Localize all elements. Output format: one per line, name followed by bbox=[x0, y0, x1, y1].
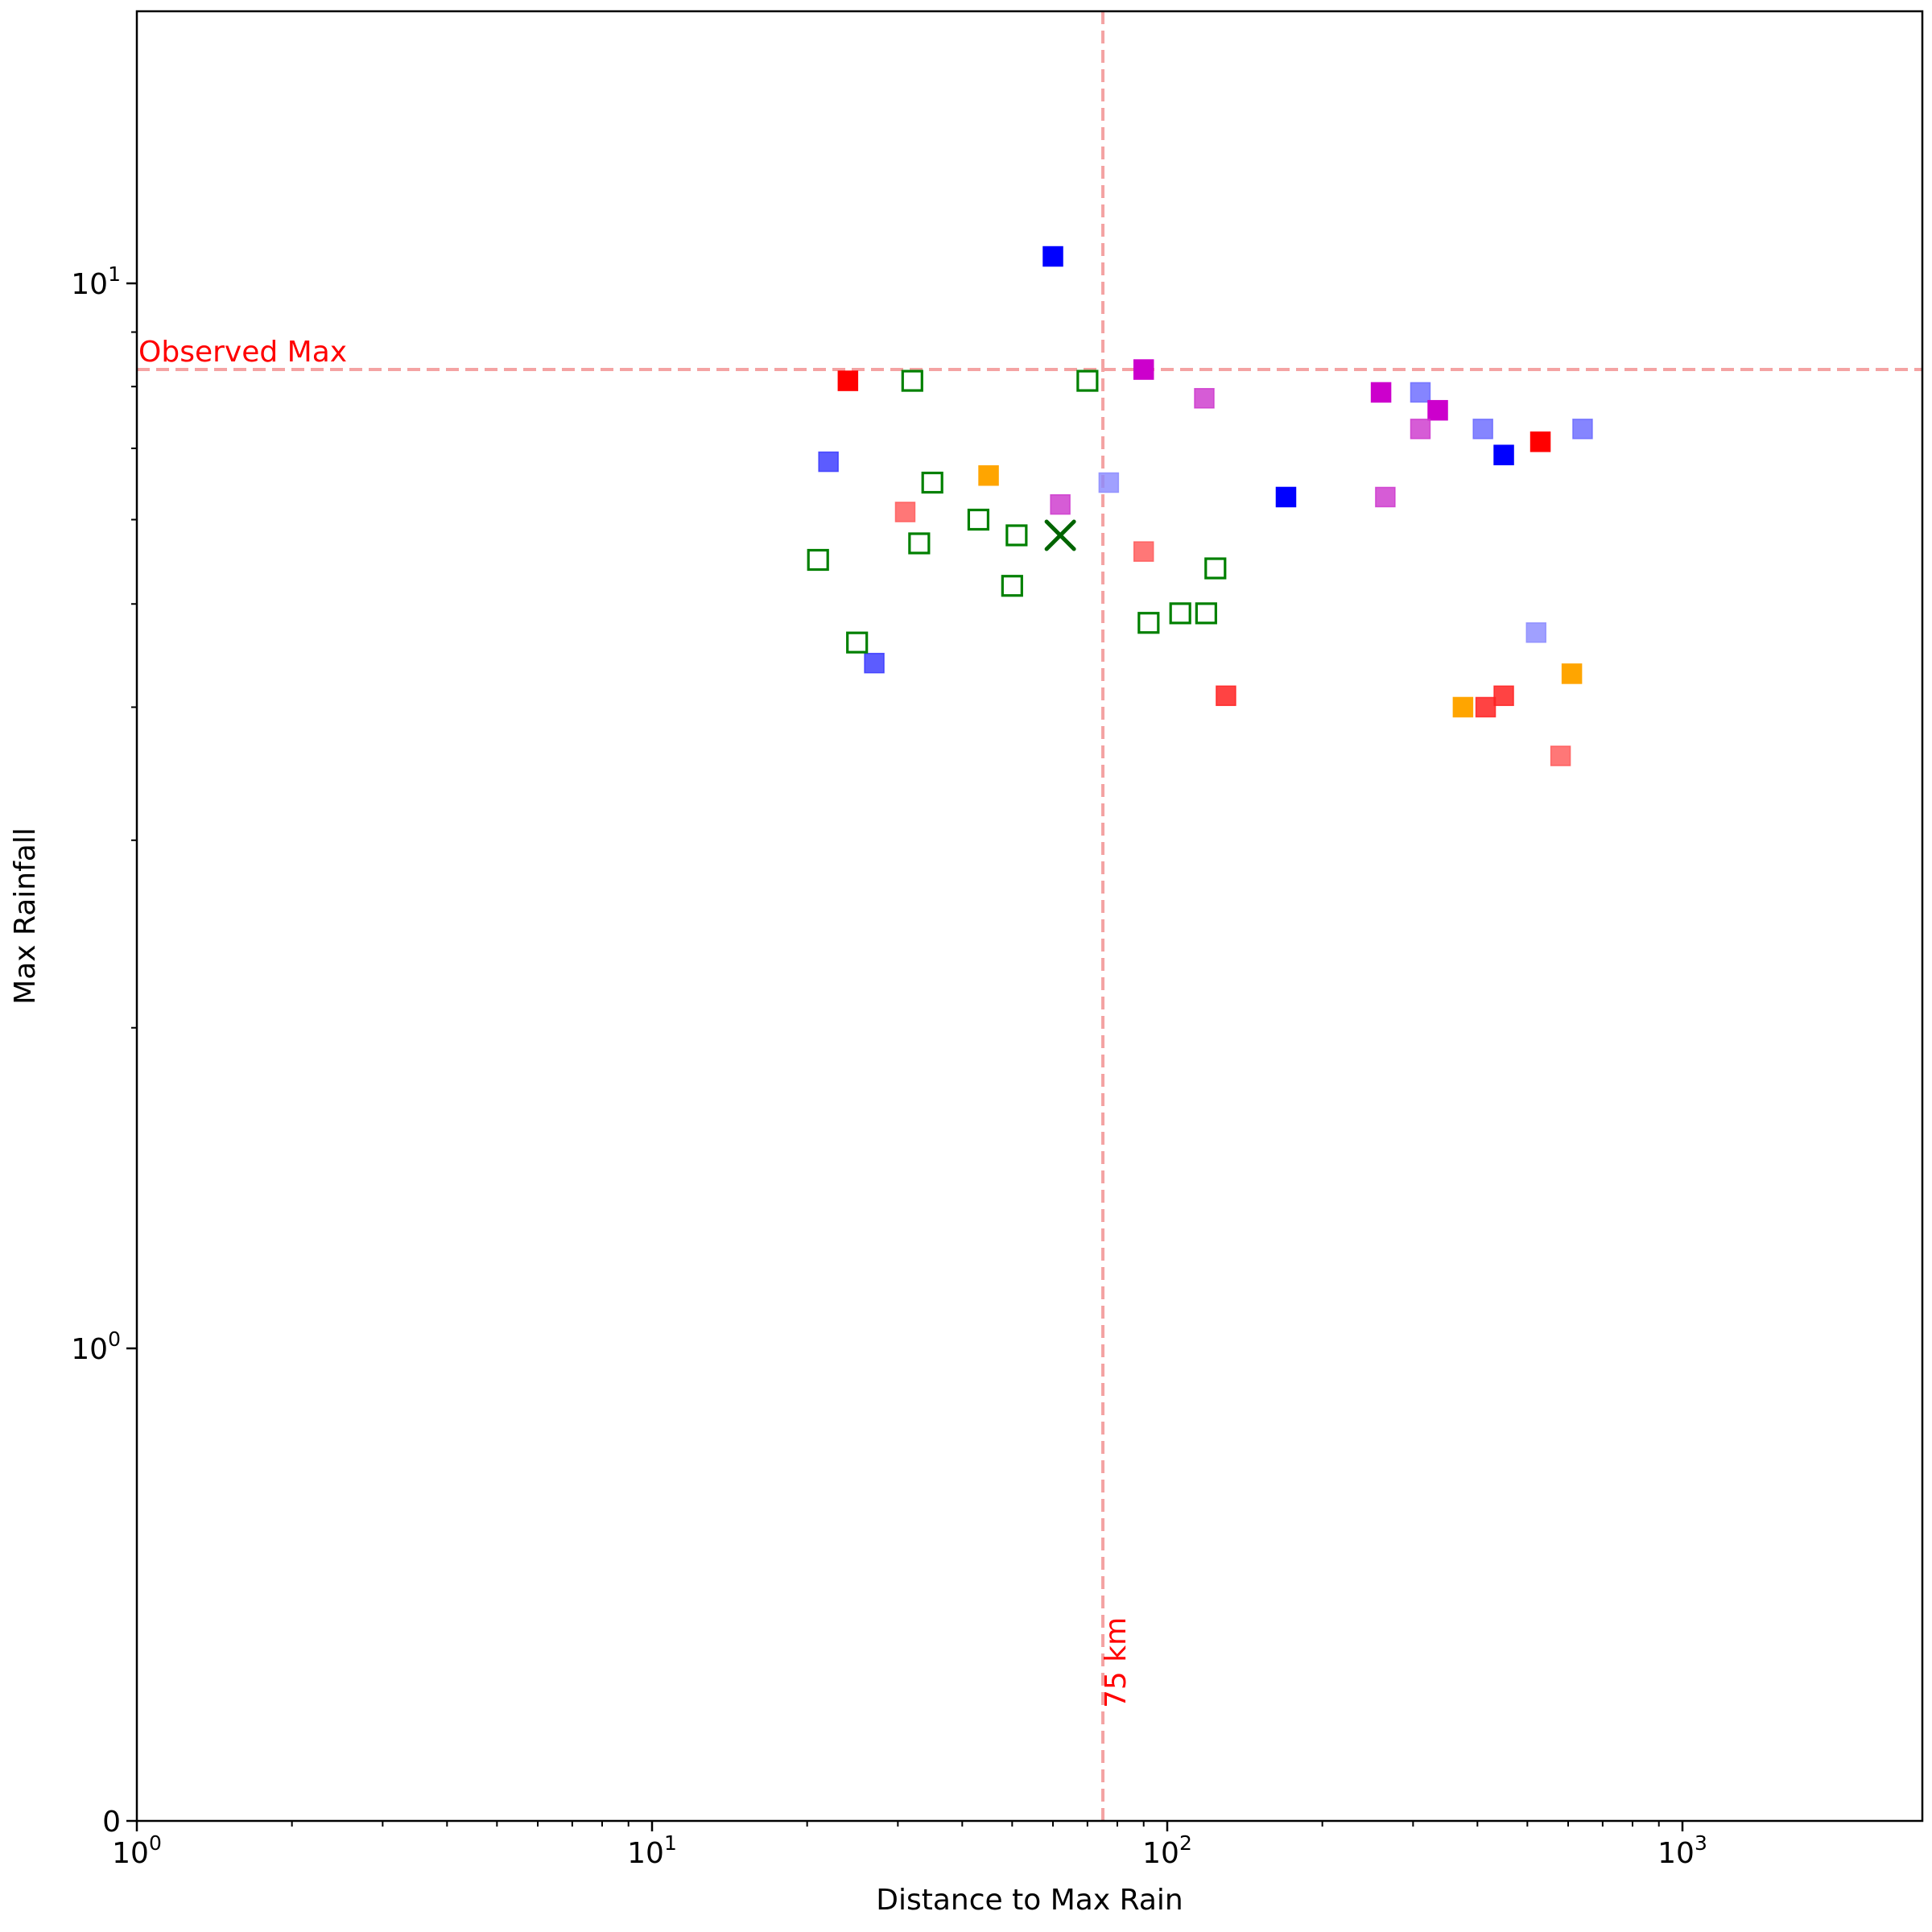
data-point bbox=[1475, 696, 1496, 718]
data-point bbox=[1410, 419, 1431, 440]
data-point bbox=[1050, 493, 1071, 515]
data-point bbox=[901, 369, 923, 392]
data-point bbox=[1133, 359, 1154, 380]
data-point bbox=[1375, 486, 1396, 508]
y-tick-label: 100 bbox=[71, 1327, 121, 1366]
data-point bbox=[894, 502, 916, 522]
data-point bbox=[1195, 602, 1217, 625]
data-points bbox=[807, 246, 1593, 766]
x-axis-ticks: 100 101 102 103 bbox=[112, 1821, 1707, 1870]
x-tick-label: 101 bbox=[627, 1831, 677, 1870]
data-point bbox=[1194, 388, 1215, 409]
data-point bbox=[1137, 612, 1160, 634]
data-point bbox=[1493, 444, 1514, 465]
data-point bbox=[921, 471, 943, 494]
distance-threshold-label: 75 km bbox=[1100, 1617, 1133, 1708]
observed-max-label: Observed Max bbox=[138, 336, 347, 369]
highlight-x-marker bbox=[1044, 519, 1076, 551]
data-point bbox=[807, 548, 829, 572]
data-point bbox=[1493, 685, 1514, 707]
x-tick-label: 103 bbox=[1657, 1831, 1707, 1870]
data-point bbox=[1427, 399, 1448, 421]
data-point bbox=[1098, 472, 1120, 493]
data-point bbox=[1042, 246, 1063, 267]
data-point bbox=[1530, 431, 1551, 452]
data-point bbox=[837, 370, 859, 391]
x-tick-label: 102 bbox=[1142, 1831, 1192, 1870]
reference-lines bbox=[137, 11, 1922, 1821]
data-point bbox=[864, 652, 885, 674]
data-point bbox=[1076, 369, 1099, 392]
data-point bbox=[908, 532, 931, 555]
x-axis-label: Distance to Max Rain bbox=[876, 1884, 1183, 1917]
data-point bbox=[1001, 575, 1023, 597]
data-point bbox=[1572, 419, 1593, 440]
x-tick-label: 100 bbox=[112, 1831, 162, 1870]
data-point bbox=[1550, 745, 1571, 766]
data-point bbox=[1275, 486, 1297, 508]
y-tick-label: 0 bbox=[102, 1806, 121, 1839]
data-point bbox=[1204, 557, 1227, 580]
y-tick-label: 101 bbox=[71, 262, 121, 301]
data-point bbox=[1525, 622, 1546, 643]
data-point bbox=[1216, 685, 1236, 707]
data-point bbox=[1005, 524, 1028, 547]
data-point bbox=[846, 631, 869, 654]
highlight-marker-group bbox=[1044, 519, 1076, 551]
data-point bbox=[1370, 382, 1392, 403]
y-axis-ticks: 0 100 101 bbox=[71, 262, 137, 1839]
data-point bbox=[1472, 419, 1493, 440]
y-axis-label: Max Rainfall bbox=[9, 828, 42, 1005]
data-point bbox=[818, 451, 839, 473]
data-point bbox=[1561, 663, 1583, 684]
data-point bbox=[1169, 602, 1191, 625]
data-point bbox=[978, 464, 999, 486]
data-point bbox=[1133, 541, 1154, 562]
data-point bbox=[967, 508, 990, 531]
plot-frame bbox=[135, 10, 1924, 1823]
data-point bbox=[1410, 382, 1431, 403]
data-point bbox=[1452, 696, 1474, 718]
